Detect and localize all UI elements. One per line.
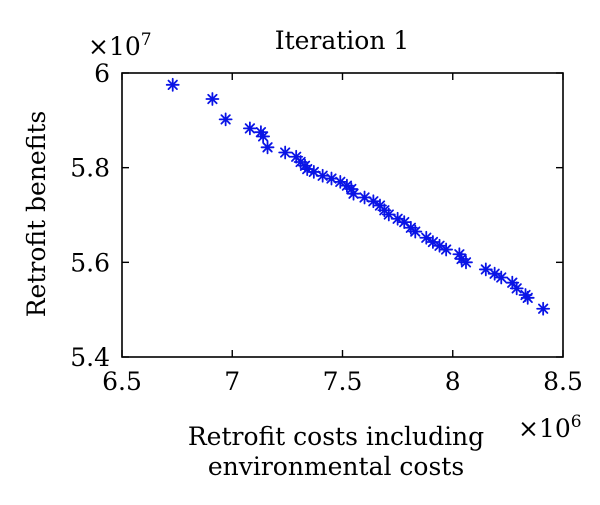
data-point — [520, 290, 535, 305]
data-point — [459, 255, 473, 270]
chart-title: Iteration 1 — [275, 26, 410, 55]
y-multiplier-exponent: 7 — [141, 30, 152, 50]
x-axis-label-line-1: Retrofit costs including — [188, 422, 484, 451]
y-axis-label: Retrofit benefits — [22, 111, 51, 318]
data-point — [346, 186, 361, 201]
data-point — [315, 168, 330, 183]
data-points — [165, 77, 551, 316]
data-point — [419, 230, 434, 245]
data-point — [439, 242, 454, 257]
data-point — [366, 194, 381, 209]
plot-area-frame — [121, 72, 564, 358]
x-axis-label-line-2: environmental costs — [208, 452, 464, 481]
data-point — [242, 121, 257, 136]
y-tick-label: 5.4 — [70, 343, 110, 372]
y-tick-label: 6 — [94, 59, 110, 88]
data-point — [165, 77, 180, 92]
axis-ticks: 6.5 7 7.5 8 8.5 5.4 5.6 5.8 6 — [70, 59, 583, 396]
x-tick-label: 8 — [445, 367, 461, 396]
x-tick-label: 7 — [224, 367, 240, 396]
data-point — [494, 270, 509, 285]
y-multiplier: ×107 — [88, 30, 152, 61]
data-point — [426, 235, 440, 249]
y-multiplier-base: ×10 — [88, 32, 141, 61]
x-tick-label: 6.5 — [102, 367, 142, 396]
data-point — [256, 129, 271, 144]
data-point — [205, 92, 220, 106]
data-point — [509, 281, 524, 296]
x-tick-label: 8.5 — [543, 367, 583, 396]
data-point — [278, 145, 293, 160]
y-tick-label: 5.6 — [70, 248, 110, 277]
data-point — [357, 190, 372, 205]
data-point — [408, 224, 423, 239]
x-multiplier-base: ×10 — [518, 414, 571, 443]
data-point — [260, 140, 275, 155]
x-tick-label: 7.5 — [323, 367, 363, 396]
data-point — [218, 112, 233, 127]
x-multiplier: ×106 — [518, 412, 582, 443]
data-point — [536, 301, 551, 316]
y-tick-label: 5.8 — [70, 154, 110, 183]
data-point — [324, 171, 339, 186]
x-multiplier-exponent: 6 — [571, 412, 582, 432]
